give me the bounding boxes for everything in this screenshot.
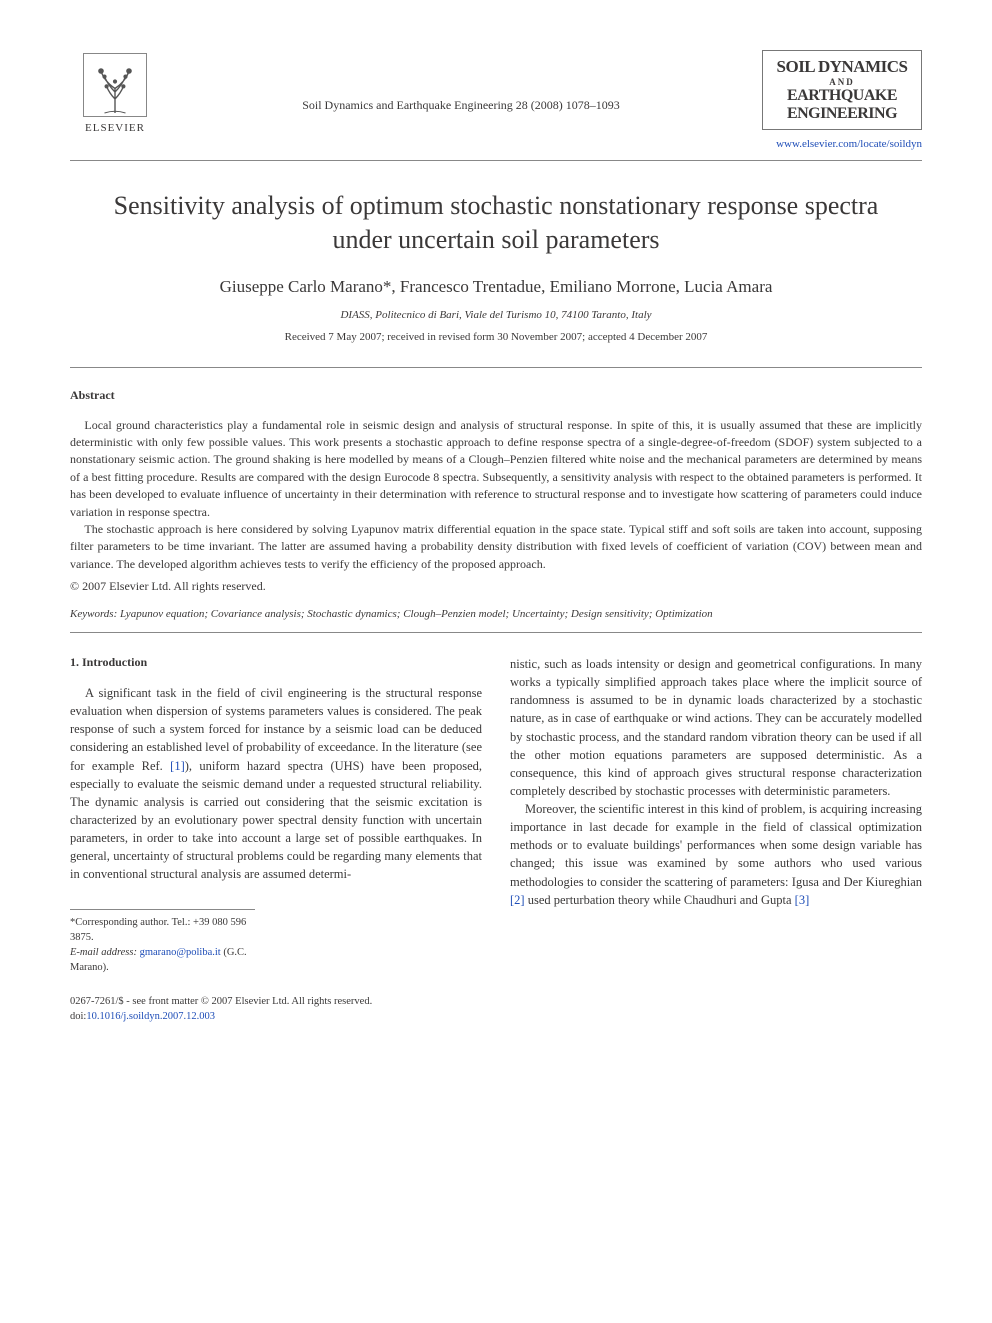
article-title: Sensitivity analysis of optimum stochast… xyxy=(110,189,882,257)
affiliation: DIASS, Politecnico di Bari, Viale del Tu… xyxy=(70,309,922,321)
email-label: E-mail address: xyxy=(70,947,137,958)
front-matter-text: 0267-7261/$ - see front matter © 2007 El… xyxy=(70,995,482,1010)
body-paragraph: A significant task in the field of civil… xyxy=(70,684,482,883)
keywords-line: Keywords: Lyapunov equation; Covariance … xyxy=(70,608,922,620)
journal-title-line1: SOIL DYNAMICS xyxy=(771,57,913,77)
reference-link[interactable]: [2] xyxy=(510,893,525,907)
body-text: used perturbation theory while Chaudhuri… xyxy=(525,893,795,907)
publisher-name: ELSEVIER xyxy=(85,122,145,134)
abstract-paragraph: Local ground characteristics play a fund… xyxy=(70,417,922,521)
abstract-copyright: © 2007 Elsevier Ltd. All rights reserved… xyxy=(70,579,922,594)
journal-url-link[interactable]: www.elsevier.com/locate/soildyn xyxy=(776,138,922,150)
column-left: 1. Introduction A significant task in th… xyxy=(70,655,482,1025)
abstract-paragraph: The stochastic approach is here consider… xyxy=(70,521,922,573)
rule-below-keywords xyxy=(70,632,922,633)
body-paragraph: nistic, such as loads intensity or desig… xyxy=(510,655,922,800)
body-text: ), uniform hazard spectra (UHS) have bee… xyxy=(70,759,482,882)
rule-above-abstract xyxy=(70,367,922,368)
page-header: ELSEVIER Soil Dynamics and Earthquake En… xyxy=(70,50,922,161)
reference-link[interactable]: [1] xyxy=(170,759,185,773)
author-email-link[interactable]: gmarano@poliba.it xyxy=(140,947,221,958)
elsevier-tree-icon xyxy=(80,50,150,120)
journal-title-line3: ENGINEERING xyxy=(771,105,913,123)
author-list: Giuseppe Carlo Marano*, Francesco Trenta… xyxy=(70,277,922,297)
abstract-heading: Abstract xyxy=(70,388,922,403)
body-text: Moreover, the scientific interest in thi… xyxy=(510,802,922,889)
publisher-logo: ELSEVIER xyxy=(70,50,160,134)
abstract-body: Local ground characteristics play a fund… xyxy=(70,417,922,574)
journal-title-line2: EARTHQUAKE xyxy=(771,87,913,105)
email-line: E-mail address: gmarano@poliba.it (G.C. … xyxy=(70,946,255,975)
body-columns: 1. Introduction A significant task in th… xyxy=(70,655,922,1025)
article-dates: Received 7 May 2007; received in revised… xyxy=(70,331,922,343)
body-paragraph: Moreover, the scientific interest in thi… xyxy=(510,800,922,909)
column-right: nistic, such as loads intensity or desig… xyxy=(510,655,922,1025)
doi-link[interactable]: 10.1016/j.soildyn.2007.12.003 xyxy=(86,1011,215,1022)
keywords-list: Lyapunov equation; Covariance analysis; … xyxy=(120,608,713,620)
doi-line: doi:10.1016/j.soildyn.2007.12.003 xyxy=(70,1010,482,1025)
journal-title-box: SOIL DYNAMICS AND EARTHQUAKE ENGINEERING xyxy=(762,50,922,130)
reference-link[interactable]: [3] xyxy=(795,893,810,907)
abstract-section: Abstract Local ground characteristics pl… xyxy=(70,388,922,595)
doi-label: doi: xyxy=(70,1011,86,1022)
footnotes: *Corresponding author. Tel.: +39 080 596… xyxy=(70,909,255,975)
journal-title-and: AND xyxy=(771,77,913,87)
keywords-label: Keywords: xyxy=(70,608,117,620)
corresponding-author-note: *Corresponding author. Tel.: +39 080 596… xyxy=(70,916,255,945)
front-matter-block: 0267-7261/$ - see front matter © 2007 El… xyxy=(70,995,482,1024)
journal-reference: Soil Dynamics and Earthquake Engineering… xyxy=(160,50,762,113)
section-heading-introduction: 1. Introduction xyxy=(70,655,482,670)
journal-brand-box: SOIL DYNAMICS AND EARTHQUAKE ENGINEERING… xyxy=(762,50,922,152)
